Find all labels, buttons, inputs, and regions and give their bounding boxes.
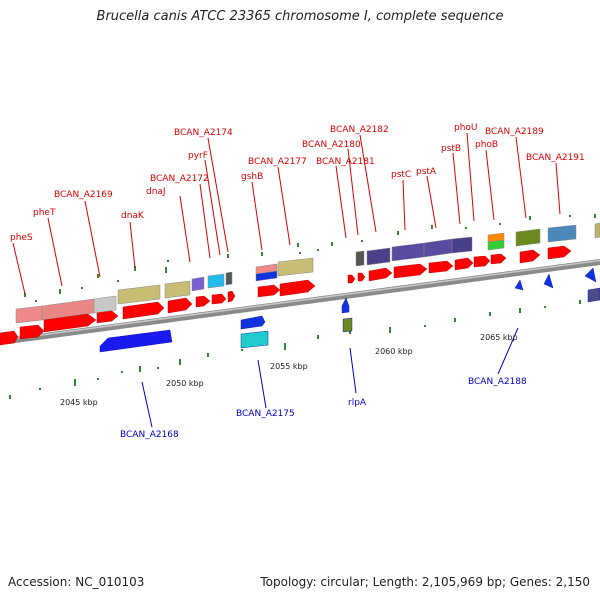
gene-band-a2175-b: [240, 330, 269, 349]
gene-band-a2180: [355, 250, 365, 267]
scale-labels: 2045 kbp 2050 kbp 2055 kbp 2060 kbp 2065…: [60, 333, 518, 407]
tick-marks: [9, 214, 596, 399]
gene-band-edge: [594, 222, 600, 239]
gene-label-a2177: BCAN_A2177: [248, 157, 307, 167]
gene-label-a2180: BCAN_A2180: [302, 140, 361, 150]
gene-label-a2172: BCAN_A2172: [150, 174, 209, 184]
gene-band-edge-minus-b: [587, 287, 600, 303]
gene-band-a2169: [93, 295, 117, 314]
gene-label-a2191: BCAN_A2191: [526, 153, 585, 163]
gene-label-a2181: BCAN_A2181: [316, 157, 375, 167]
gene-label-phou: phoU: [454, 123, 478, 133]
gene-label-pstc: pstC: [391, 170, 411, 180]
gene-label-a2169: BCAN_A2169: [54, 190, 113, 200]
scale-label-2065: 2065 kbp: [480, 333, 518, 342]
bottom-leader-lines: [141, 327, 519, 428]
scale-label-2060: 2060 kbp: [375, 347, 413, 356]
scale-label-2045: 2045 kbp: [60, 398, 98, 407]
gene-band-a2182: [366, 247, 391, 266]
map-title: Brucella canis ATCC 23365 chromosome I, …: [96, 9, 504, 24]
gene-band-rlpa-b: [342, 317, 353, 333]
gene-band-a2188-b: [543, 273, 554, 289]
minus-strand-features: [99, 267, 600, 353]
gene-band-a2175: [240, 315, 266, 330]
gene-label-dnaj: dnaJ: [146, 187, 166, 197]
gene-label-phes: pheS: [10, 233, 33, 243]
gene-band-a2189: [515, 228, 541, 247]
gene-label-a2188: BCAN_A2188: [468, 377, 527, 387]
gene-band-dnak: [117, 284, 161, 305]
gene-band-psta: [423, 238, 453, 258]
gene-band-a2177: [277, 257, 314, 277]
gene-label-a2174: BCAN_A2174: [174, 128, 233, 138]
gene-label-rlpa: rlpA: [348, 398, 367, 408]
gene-band-a2191: [547, 224, 577, 243]
gene-band-a2188: [514, 279, 524, 291]
gene-label-pyrf: pyrF: [188, 151, 208, 161]
scale-label-2050: 2050 kbp: [166, 379, 204, 388]
topology-text: Topology: circular; Length: 2,105,969 bp…: [260, 575, 590, 589]
gene-band-phob: [487, 239, 505, 251]
cds-arrows: [0, 245, 572, 346]
gene-band-a2172: [191, 276, 205, 292]
gene-label-psta: pstA: [416, 167, 437, 177]
gene-label-a2182: BCAN_A2182: [330, 125, 389, 135]
gene-label-dnak: dnaK: [121, 211, 145, 221]
backbone-line: [0, 259, 600, 345]
gene-label-pstb: pstB: [441, 144, 461, 154]
gene-band-gshb-b: [255, 270, 278, 282]
bottom-gene-labels: BCAN_A2168 BCAN_A2175 rlpA BCAN_A2188: [120, 377, 527, 440]
gene-label-phob: phoB: [475, 140, 498, 150]
gene-label-a2175: BCAN_A2175: [236, 409, 295, 419]
gene-band-row-1: [15, 222, 600, 324]
gene-band-pstc: [391, 242, 425, 262]
gene-band-edge-minus: [584, 267, 597, 283]
gene-label-gshb: gshB: [241, 172, 263, 182]
accession-text: Accession: NC_010103: [8, 575, 145, 589]
gene-band-dnaj: [164, 280, 191, 299]
gene-label-phet: pheT: [33, 208, 56, 218]
gene-band-phes: [15, 305, 43, 324]
gene-label-a2168: BCAN_A2168: [120, 430, 179, 440]
gene-band-a2168: [99, 329, 173, 353]
gene-band-pyrf: [207, 273, 225, 289]
gene-band-a2174: [225, 271, 233, 286]
top-leader-lines: [12, 132, 561, 295]
gene-band-rlpa: [341, 297, 350, 314]
scale-label-2055: 2055 kbp: [270, 362, 308, 371]
gene-label-a2189: BCAN_A2189: [485, 127, 544, 137]
gene-band-pstb: [451, 236, 473, 254]
top-gene-labels: pheS pheT BCAN_A2169 dnaK dnaJ BCAN_A217…: [10, 123, 585, 243]
